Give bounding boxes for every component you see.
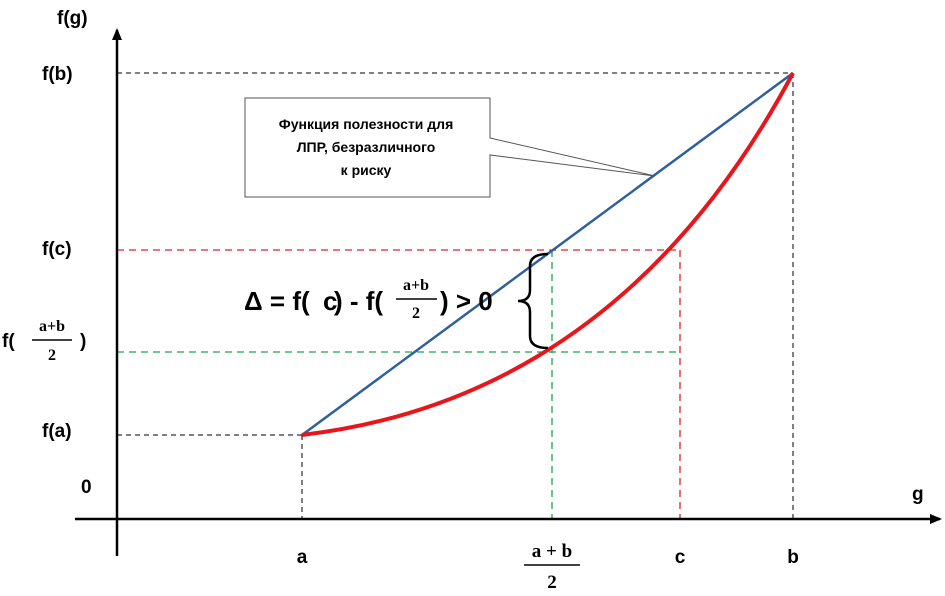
- callout-box: [244, 97, 656, 198]
- tick-fmid-suffix: ): [80, 331, 86, 352]
- guide-lines: [117, 72, 794, 519]
- tick-label-fb: f(b): [42, 64, 73, 85]
- callout-line-2: ЛПР, безразличного: [297, 139, 436, 155]
- formula-left: Δ = f(: [244, 286, 310, 316]
- convex-utility-curve: [301, 72, 795, 437]
- formula-mid: ) - f(: [334, 286, 383, 316]
- callout: Функция полезности для ЛПР, безразличног…: [244, 97, 656, 198]
- tick-fmid-den: 2: [48, 347, 56, 364]
- formula-right: ) > 0: [440, 286, 493, 316]
- x-axis-label: g: [912, 484, 924, 505]
- origin-label: 0: [81, 477, 92, 498]
- delta-formula: Δ = f( c ) - f( a+b 2 ) > 0: [244, 277, 493, 322]
- tick-label-fmid: f( a+b 2 ): [2, 318, 86, 364]
- tick-fmid-prefix: f(: [2, 331, 15, 352]
- tick-label-fc: f(c): [42, 239, 72, 260]
- formula-num: a+b: [403, 277, 429, 294]
- tick-label-mid: a + b 2: [524, 541, 580, 593]
- tick-mid-den: 2: [547, 572, 557, 593]
- callout-line-1: Функция полезности для: [279, 116, 454, 132]
- tick-mid-num: a + b: [532, 541, 572, 562]
- callout-line-3: к риску: [341, 162, 392, 178]
- curly-brace: [517, 252, 549, 350]
- formula-c: c: [323, 286, 337, 316]
- tick-label-b: b: [787, 547, 799, 568]
- y-axis-label: f(g): [57, 8, 88, 29]
- tick-fmid-num: a+b: [39, 318, 65, 335]
- tick-label-c: c: [675, 547, 686, 568]
- tick-label-a: a: [297, 547, 308, 568]
- formula-den: 2: [412, 305, 420, 322]
- tick-label-fa: f(a): [42, 421, 72, 442]
